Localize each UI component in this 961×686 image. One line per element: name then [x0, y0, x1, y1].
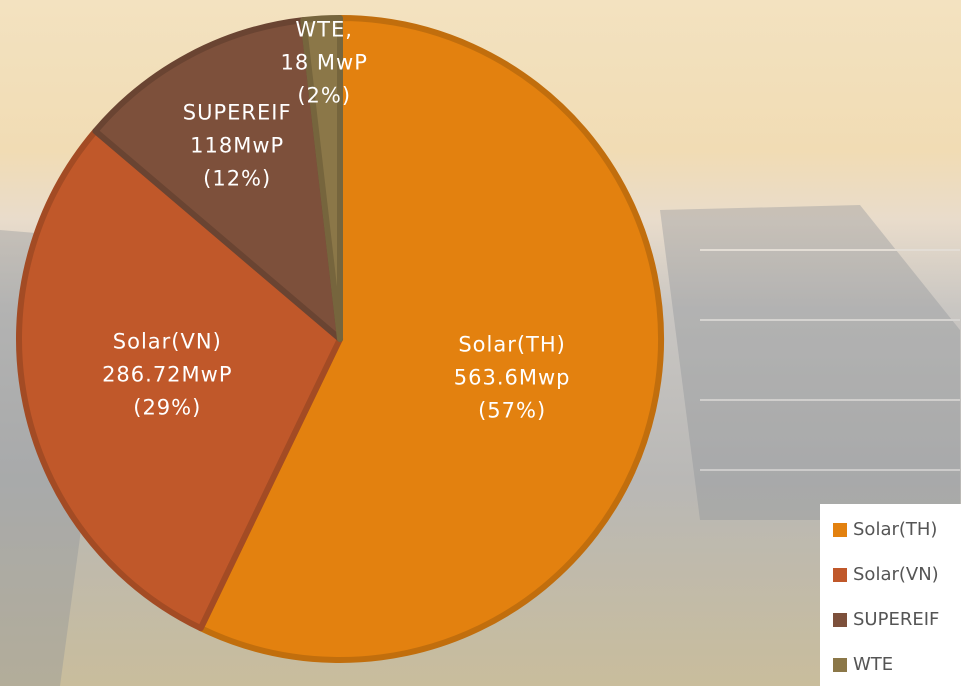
- slice-label: SUPEREIF: [183, 100, 292, 124]
- legend-swatch: [833, 568, 847, 582]
- chart: Solar(TH) 563.6Mwp (57%) Solar(VN) 286.72MwP…: [0, 0, 961, 686]
- legend-label: Solar(VN): [853, 564, 939, 585]
- value-label: 286.72MwP: [102, 363, 232, 387]
- legend-label: Solar(TH): [853, 519, 937, 540]
- percent-label: (2%): [297, 83, 351, 107]
- legend-label: SUPEREIF: [853, 609, 939, 630]
- percent-label: (57%): [478, 398, 546, 422]
- value-label: 18 MwP: [281, 50, 368, 74]
- percent-label: (29%): [133, 396, 201, 420]
- legend-swatch: [833, 613, 847, 627]
- slice-label: Solar(TH): [458, 332, 566, 356]
- value-label: 563.6Mwp: [454, 365, 571, 389]
- slice-label: WTE,: [295, 17, 353, 41]
- legend-swatch: [833, 658, 847, 672]
- legend-swatch: [833, 523, 847, 537]
- percent-label: (12%): [203, 166, 271, 190]
- legend-label: WTE: [853, 654, 893, 675]
- slice-label: Solar(VN): [113, 330, 222, 354]
- page: Solar(TH) 563.6Mwp (57%) Solar(VN) 286.72MwP…: [0, 0, 961, 686]
- value-label: 118MwP: [190, 133, 284, 157]
